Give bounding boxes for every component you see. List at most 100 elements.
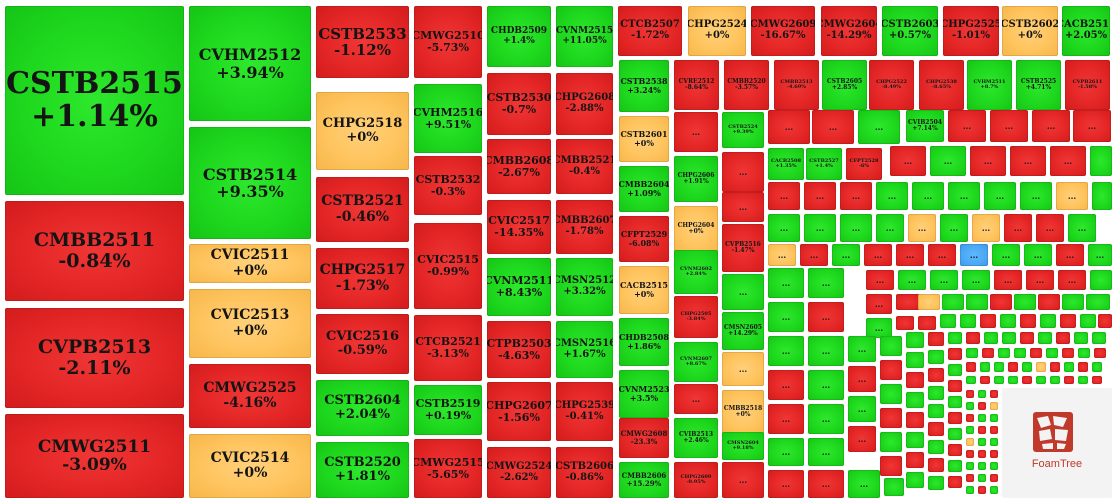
treemap-tile-cmsn2604[interactable]: CMSN2604 +9.18% [722,432,764,460]
treemap-tile-collapsed[interactable]: ... [812,110,854,144]
treemap-tile-collapsed[interactable]: ... [1058,270,1086,290]
treemap-tile-collapsed[interactable] [948,348,962,360]
treemap-tile-collapsed[interactable] [1092,362,1102,372]
treemap-tile-collapsed[interactable] [906,472,924,488]
treemap-tile-collapsed[interactable]: ... [948,110,986,142]
treemap-tile-collapsed[interactable] [990,414,998,422]
treemap-tile-collapsed[interactable]: ... [808,336,844,366]
treemap-tile-collapsed[interactable]: ... [768,110,810,144]
treemap-tile-cvhm2512[interactable]: CVHM2512 +3.94% [189,6,311,121]
treemap-tile-cvic2514[interactable]: CVIC2514 +0% [189,434,311,498]
treemap-tile-collapsed[interactable] [928,440,944,454]
treemap-tile-collapsed[interactable]: ... [866,318,892,338]
treemap-tile-collapsed[interactable] [1038,294,1060,310]
treemap-tile-collapsed[interactable] [1078,348,1090,358]
treemap-tile-collapsed[interactable] [978,450,986,458]
treemap-tile-cvnm2515[interactable]: CVNM2515 +11.05% [556,6,613,67]
treemap-tile-cstb2605[interactable]: CSTB2605 +2.85% [822,60,867,110]
treemap-tile-chdb2509[interactable]: CHDB2509 +1.4% [487,6,551,67]
treemap-tile-collapsed[interactable] [1022,362,1032,372]
treemap-tile-collapsed[interactable]: ... [1036,214,1064,242]
treemap-tile-collapsed[interactable] [880,336,902,356]
treemap-tile-collapsed[interactable]: ... [930,146,966,176]
treemap-tile-cacb2508[interactable]: CACB2508 +1.35% [768,148,804,180]
treemap-tile-cfpt2529[interactable]: CFPT2529 -6.08% [619,216,669,262]
treemap-tile-collapsed[interactable]: ... [768,244,796,266]
treemap-tile-collapsed[interactable] [896,316,914,330]
treemap-tile-cmwg2510[interactable]: CMWG2510 -5.73% [414,6,482,78]
treemap-tile-collapsed[interactable] [928,386,944,400]
treemap-tile-collapsed[interactable]: ... [804,182,836,210]
treemap-tile-cvhm2516[interactable]: CVHM2516 +9.51% [414,84,482,153]
treemap-tile-collapsed[interactable] [928,332,944,346]
treemap-tile-collapsed[interactable] [990,402,998,410]
treemap-tile-chpg2517[interactable]: CHPG2517 -1.73% [316,248,409,309]
treemap-tile-chpg2524[interactable]: CHPG2524 +0% [688,6,746,56]
treemap-tile-collapsed[interactable] [994,376,1004,384]
treemap-tile-collapsed[interactable]: ... [866,294,892,314]
treemap-tile-collapsed[interactable]: ... [800,244,828,266]
treemap-tile-collapsed[interactable] [1074,332,1088,344]
treemap-tile-collapsed[interactable] [978,390,986,398]
treemap-tile-cstb2601[interactable]: CSTB2601 +0% [619,116,669,162]
treemap-tile-collapsed[interactable] [966,486,974,494]
treemap-tile-collapsed[interactable] [990,294,1012,310]
treemap-tile-collapsed[interactable] [984,332,998,344]
treemap-tile-collapsed[interactable] [980,376,990,384]
treemap-tile-collapsed[interactable] [990,390,998,398]
treemap-tile-collapsed[interactable] [906,352,924,368]
treemap-tile-collapsed[interactable]: ... [940,214,968,242]
treemap-tile-cmsn2605[interactable]: CMSN2605 +14.29% [722,312,764,350]
treemap-tile-cstb2515[interactable]: CSTB2515 +1.14% [5,6,184,195]
treemap-tile-collapsed[interactable] [982,348,994,358]
treemap-tile-cvpb2516[interactable]: CVPB2516 -1.47% [722,224,764,272]
treemap-tile-collapsed[interactable] [990,462,998,470]
treemap-tile-cvhm2511[interactable]: CVHM2511 +8.7% [967,60,1012,110]
treemap-tile-cvpb2513[interactable]: CVPB2513 -2.11% [5,308,184,408]
treemap-tile-collapsed[interactable] [918,316,936,330]
treemap-tile-collapsed[interactable] [948,428,962,440]
treemap-tile-collapsed[interactable]: ... [804,214,836,242]
treemap-tile-cacb2511[interactable]: CACB2511+2.05% [1062,6,1110,56]
treemap-tile-collapsed[interactable]: ... [722,352,764,386]
treemap-tile-cstb2519[interactable]: CSTB2519 +0.19% [414,385,482,435]
treemap-tile-collapsed[interactable]: ... [912,182,944,210]
treemap-tile-collapsed[interactable] [1014,348,1026,358]
treemap-tile-collapsed[interactable] [880,456,902,476]
treemap-tile-collapsed[interactable]: ... [876,182,908,210]
treemap-tile-collapsed[interactable] [990,438,998,446]
treemap-tile-collapsed[interactable] [906,432,924,448]
treemap-tile-collapsed[interactable] [948,364,962,376]
treemap-tile-collapsed[interactable]: ... [722,274,764,310]
treemap-tile-collapsed[interactable]: ... [808,404,844,434]
treemap-tile-collapsed[interactable] [966,390,974,398]
treemap-tile-collapsed[interactable] [966,474,974,482]
treemap-tile-collapsed[interactable] [1030,348,1042,358]
treemap-tile-cvic2517[interactable]: CVIC2517 -14.35% [487,200,551,254]
treemap-tile-collapsed[interactable] [966,438,974,446]
treemap-tile-collapsed[interactable]: ... [930,270,958,290]
treemap-tile-cvic2515[interactable]: CVIC2515 -0.99% [414,223,482,309]
treemap-tile-collapsed[interactable]: ... [768,268,804,298]
treemap-tile-collapsed[interactable] [1038,332,1052,344]
treemap-tile-cvnm2602[interactable]: CVNM2602 +2.84% [674,250,718,294]
treemap-tile-cmsn2516[interactable]: CMSN2516 +1.67% [556,321,613,378]
treemap-tile-collapsed[interactable]: ... [984,182,1016,210]
treemap-tile-cmwg2515[interactable]: CMWG2515 -5.65% [414,439,482,498]
treemap-tile-collapsed[interactable] [906,332,924,348]
treemap-tile-collapsed[interactable]: ... [1088,244,1112,266]
treemap-tile-collapsed[interactable] [928,350,944,364]
treemap-tile-cmbb2518[interactable]: CMBB2518 +0% [722,390,764,434]
treemap-tile-collapsed[interactable]: ... [864,244,892,266]
treemap-tile-cacb2515[interactable]: CACB2515 +0% [619,266,669,314]
treemap-tile-cvnm2607[interactable]: CVNM2607 +8.67% [674,342,718,382]
treemap-tile-collapsed[interactable] [978,462,986,470]
treemap-tile-collapsed[interactable]: ... [808,268,844,298]
treemap-tile-collapsed[interactable] [966,376,976,384]
treemap-tile-collapsed[interactable] [990,486,998,494]
treemap-tile-collapsed[interactable]: ... [1032,110,1070,142]
treemap-tile-collapsed[interactable] [1050,376,1060,384]
treemap-tile-collapsed[interactable] [948,380,962,392]
treemap-tile-collapsed[interactable] [1086,294,1110,310]
treemap-tile-collapsed[interactable] [948,460,962,472]
